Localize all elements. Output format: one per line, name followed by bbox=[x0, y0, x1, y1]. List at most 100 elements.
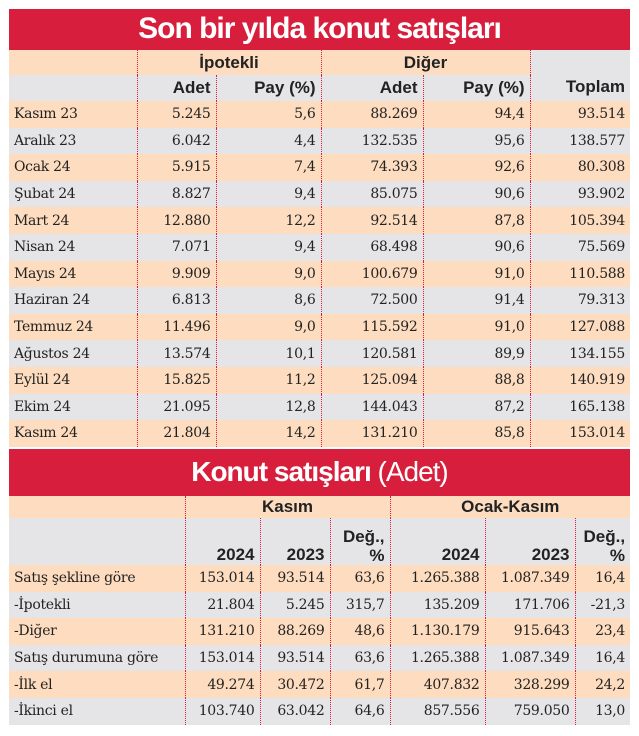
row-label: -İpotekli bbox=[14, 596, 71, 613]
col-change: Değ.,% bbox=[329, 518, 391, 565]
cell-value: 4,4 bbox=[215, 127, 322, 155]
cell-value: 63.042 bbox=[259, 697, 330, 725]
cell-value: 9.909 bbox=[136, 260, 216, 288]
cell-value: 90,6 bbox=[422, 180, 531, 208]
cell-value: 93.514 bbox=[259, 644, 330, 672]
cell-value: 131.210 bbox=[320, 420, 424, 447]
row-label: -Diğer bbox=[14, 623, 57, 640]
cell-value: 85,8 bbox=[422, 420, 531, 447]
cell-value: 21.095 bbox=[136, 393, 216, 421]
cell-value: 13,0 bbox=[574, 697, 631, 725]
col-2024: 2024 bbox=[184, 518, 260, 565]
table-row: -İkinci el 103.740 63.042 64,6 857.556 759.05… bbox=[9, 697, 631, 725]
cell-value: 171.706 bbox=[484, 591, 576, 619]
table-home-sales-last-year: Son bir yılda konut satışları İpotekli D… bbox=[9, 9, 631, 447]
cell-value: 127.088 bbox=[529, 313, 631, 341]
cell-value: 93.514 bbox=[259, 565, 330, 592]
table-row: Aralık 23 6.042 4,4 132.535 95,6 138.577 bbox=[9, 127, 631, 155]
row-label: Ağustos 24 bbox=[14, 345, 90, 362]
cell-value: 63,6 bbox=[329, 565, 391, 592]
row-label: Haziran 24 bbox=[14, 292, 90, 309]
cell-value: 16,4 bbox=[574, 644, 631, 672]
cell-value: 9,4 bbox=[215, 180, 322, 208]
cell-value: 1.130.179 bbox=[389, 618, 486, 645]
cell-value: 75.569 bbox=[529, 233, 631, 261]
table-row: Kasım 24 21.804 14,2 131.210 85,8 153.014 bbox=[9, 420, 631, 447]
cell-value: 74.393 bbox=[320, 154, 424, 181]
cell-value: 132.535 bbox=[320, 127, 424, 155]
table-row: Haziran 24 6.813 8,6 72.500 91,4 79.313 bbox=[9, 287, 631, 314]
row-label: Şubat 24 bbox=[14, 186, 76, 203]
col-2023: 2023 bbox=[259, 518, 330, 565]
cell-value: 120.581 bbox=[320, 340, 424, 367]
cell-value: 16,4 bbox=[574, 565, 631, 592]
cell-value: 61,7 bbox=[329, 671, 391, 698]
col-2023: 2023 bbox=[484, 518, 576, 565]
row-label: Satış şekline göre bbox=[14, 570, 136, 587]
cell-value: 125.094 bbox=[320, 366, 424, 394]
cell-value: 11,2 bbox=[215, 366, 322, 394]
table1-title: Son bir yılda konut satışları bbox=[9, 9, 630, 50]
cell-value: 759.050 bbox=[484, 697, 576, 725]
cell-value: 48,6 bbox=[329, 618, 391, 645]
table-row: Nisan 24 7.071 9,4 68.498 90,6 75.569 bbox=[9, 233, 631, 261]
cell-value: 91,0 bbox=[422, 313, 531, 341]
col-adet: Adet bbox=[320, 75, 424, 101]
cell-value: 87,2 bbox=[422, 393, 531, 421]
col-pay: Pay (%) bbox=[422, 75, 531, 101]
group-ocak-kasim: Ocak-Kasım bbox=[389, 496, 631, 518]
cell-value: 135.209 bbox=[389, 591, 486, 619]
cell-value: 165.138 bbox=[529, 393, 631, 421]
group-diger: Diğer bbox=[320, 50, 531, 75]
cell-value: 88.269 bbox=[259, 618, 330, 645]
cell-value: 12,2 bbox=[215, 207, 322, 234]
cell-value: 5.915 bbox=[136, 154, 216, 181]
table-row: -İlk el 49.274 30.472 61,7 407.832 328.299 24,… bbox=[9, 671, 631, 698]
row-label: Ekim 24 bbox=[14, 398, 71, 415]
cell-value: 91,0 bbox=[422, 260, 531, 288]
cell-value: 10,1 bbox=[215, 340, 322, 367]
cell-value: 21.804 bbox=[136, 420, 216, 447]
group-ipotekli: İpotekli bbox=[136, 50, 322, 75]
empty-header bbox=[9, 75, 137, 101]
table-row: Ocak 24 5.915 7,4 74.393 92,6 80.308 bbox=[9, 154, 631, 181]
cell-value: 8,6 bbox=[215, 287, 322, 314]
cell-value: 11.496 bbox=[136, 313, 216, 341]
table2-title: Konut satışları (Adet) bbox=[9, 449, 630, 496]
cell-value: 13.574 bbox=[136, 340, 216, 367]
table-row: Şubat 24 8.827 9,4 85.075 90,6 93.902 bbox=[9, 180, 631, 208]
cell-value: 103.740 bbox=[184, 697, 260, 725]
cell-value: 138.577 bbox=[529, 127, 631, 155]
table-row: Satış şekline göre 153.014 93.514 63,6 1.265… bbox=[9, 565, 631, 592]
cell-value: 80.308 bbox=[529, 154, 631, 181]
cell-value: 30.472 bbox=[259, 671, 330, 698]
row-label: Kasım 23 bbox=[14, 106, 78, 123]
cell-value: 1.265.388 bbox=[389, 644, 486, 672]
row-label: Aralık 23 bbox=[14, 132, 77, 149]
table-row: Mart 24 12.880 12,2 92.514 87,8 105.394 bbox=[9, 207, 631, 234]
cell-value: 7,4 bbox=[215, 154, 322, 181]
row-label: Mart 24 bbox=[14, 212, 70, 229]
cell-value: 93.514 bbox=[529, 101, 631, 128]
cell-value: 68.498 bbox=[320, 233, 424, 261]
table2-title-unit: (Adet) bbox=[377, 456, 449, 487]
row-label: Eylül 24 bbox=[14, 372, 70, 389]
cell-value: 7.071 bbox=[136, 233, 216, 261]
row-label: Ocak 24 bbox=[14, 159, 71, 176]
cell-value: 131.210 bbox=[184, 618, 260, 645]
cell-value: 94,4 bbox=[422, 101, 531, 128]
cell-value: 100.679 bbox=[320, 260, 424, 288]
table-home-sales-summary: Konut satışları (Adet) Kasım Ocak-Kasım … bbox=[9, 449, 631, 725]
col-change-bottom: % bbox=[369, 546, 385, 565]
row-label: Mayıs 24 bbox=[14, 265, 77, 282]
cell-value: 134.155 bbox=[529, 340, 631, 367]
table-row: Satış durumuna göre 153.014 93.514 63,6 1.26… bbox=[9, 644, 631, 672]
cell-value: 1.087.349 bbox=[484, 644, 576, 672]
cell-value: 79.313 bbox=[529, 287, 631, 314]
cell-value: 8.827 bbox=[136, 180, 216, 208]
cell-value: 153.014 bbox=[184, 644, 260, 672]
cell-value: 91,4 bbox=[422, 287, 531, 314]
cell-value: 93.902 bbox=[529, 180, 631, 208]
cell-value: 153.014 bbox=[529, 420, 631, 447]
cell-value: 1.087.349 bbox=[484, 565, 576, 592]
